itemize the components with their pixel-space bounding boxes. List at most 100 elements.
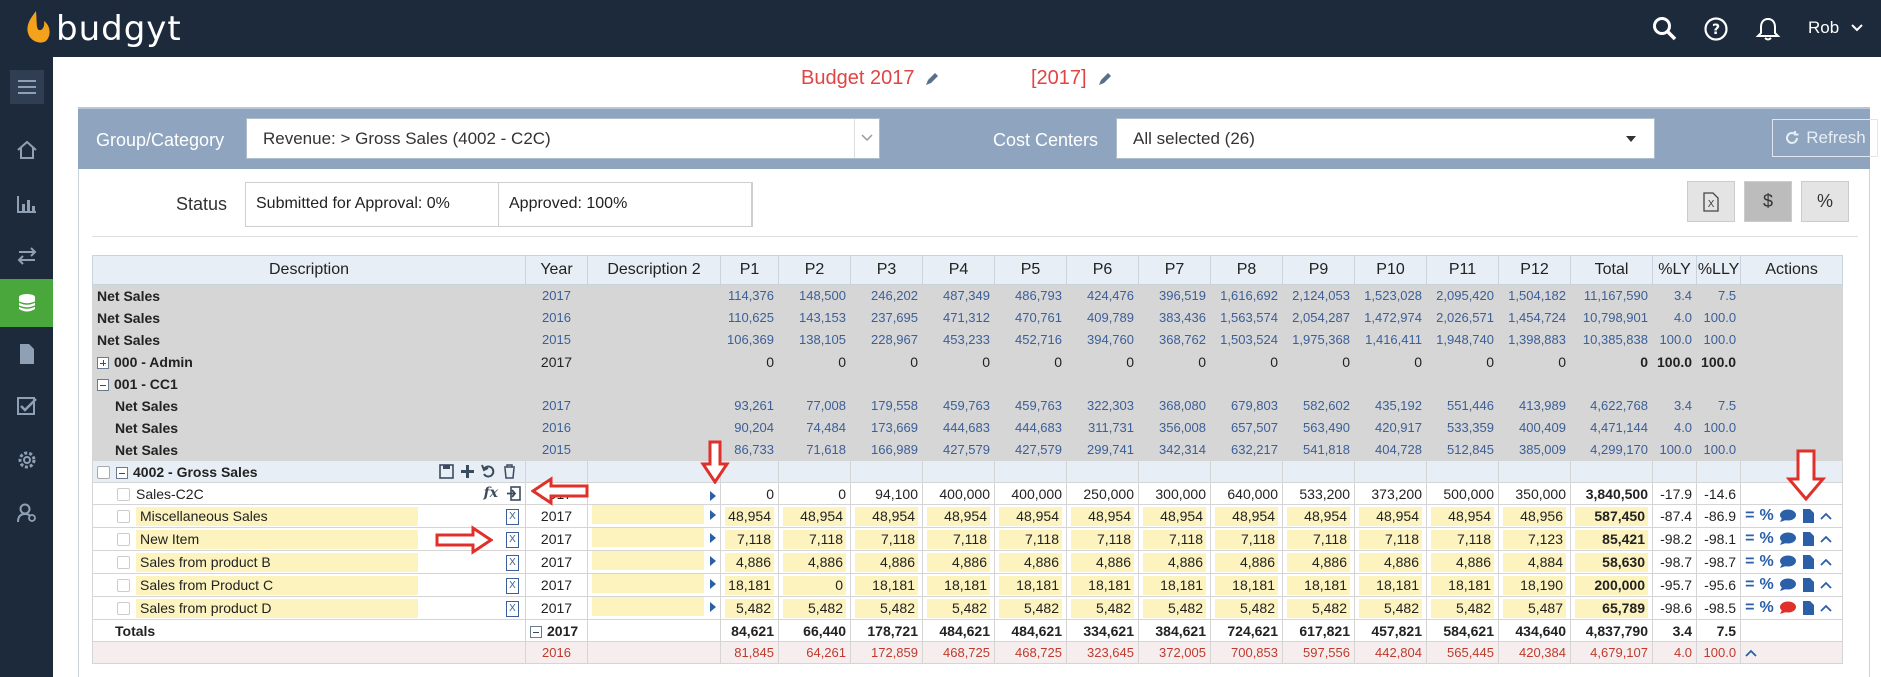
value-cell[interactable]: 5,482 xyxy=(1426,596,1499,620)
value-cell[interactable]: 5,482 xyxy=(922,596,995,620)
expand-arrow-icon[interactable] xyxy=(710,533,716,543)
user-menu[interactable]: Rob xyxy=(1808,18,1863,38)
excel-icon[interactable]: X xyxy=(506,554,519,571)
period-input[interactable]: 18,181 xyxy=(1143,575,1206,595)
period-input[interactable]: 7,118 xyxy=(725,529,774,549)
row-checkbox[interactable] xyxy=(117,510,130,524)
period-input[interactable]: 48,954 xyxy=(1287,506,1350,526)
period-input[interactable]: 18,181 xyxy=(1215,575,1278,595)
value-cell[interactable]: 4,886 xyxy=(1282,550,1355,574)
period-input[interactable]: 5,482 xyxy=(1143,598,1206,618)
value-cell[interactable]: 4,886 xyxy=(1138,550,1211,574)
period-input[interactable]: 48,954 xyxy=(855,506,918,526)
description-input[interactable]: Sales from Product C xyxy=(136,575,418,595)
equals-icon[interactable]: = xyxy=(1745,576,1755,593)
period-input[interactable]: 7,118 xyxy=(1431,529,1494,549)
period-input[interactable]: 48,954 xyxy=(1431,506,1494,526)
period-input[interactable]: 18,190 xyxy=(1503,575,1566,595)
excel-icon[interactable]: X xyxy=(506,508,519,525)
pencil-icon[interactable] xyxy=(1097,71,1113,87)
sidebar-item-approvals[interactable] xyxy=(0,383,53,429)
line-item-description[interactable]: Sales from product D X xyxy=(92,596,526,620)
value-cell[interactable]: 7,118 xyxy=(1066,527,1139,551)
description-2-cell[interactable] xyxy=(587,504,721,528)
collapse-icon[interactable] xyxy=(116,466,128,479)
percent-icon[interactable]: % xyxy=(1759,599,1774,616)
description-input[interactable]: Sales from product B xyxy=(136,552,418,572)
period-input[interactable]: 7,118 xyxy=(1143,529,1206,549)
equals-icon[interactable]: = xyxy=(1745,530,1755,547)
import-icon[interactable] xyxy=(506,485,521,501)
cost-centers-select[interactable]: All selected (26) xyxy=(1116,118,1655,159)
period-input[interactable]: 7,118 xyxy=(1359,529,1422,549)
excel-export-button[interactable]: X xyxy=(1687,181,1735,222)
value-cell[interactable]: 48,954 xyxy=(922,504,995,528)
value-cell[interactable]: 18,181 xyxy=(1210,573,1283,597)
value-cell[interactable]: 18,181 xyxy=(1282,573,1355,597)
row-checkbox[interactable] xyxy=(117,488,130,502)
description-2-input[interactable] xyxy=(592,574,704,593)
value-cell[interactable]: 4,886 xyxy=(994,550,1067,574)
document-icon[interactable] xyxy=(1802,508,1815,524)
equals-icon[interactable]: = xyxy=(1745,507,1755,524)
period-input[interactable]: 5,482 xyxy=(999,598,1062,618)
document-icon[interactable] xyxy=(1802,577,1815,593)
excel-icon[interactable]: X xyxy=(506,531,519,548)
value-cell[interactable]: 4,886 xyxy=(1210,550,1283,574)
line-item-description[interactable]: Sales from product B X xyxy=(92,550,526,574)
period-input[interactable]: 5,487 xyxy=(1503,598,1566,618)
chevron-up-icon[interactable] xyxy=(1820,535,1832,543)
value-cell[interactable]: 7,118 xyxy=(994,527,1067,551)
row-checkbox[interactable] xyxy=(117,556,130,570)
value-cell[interactable]: 7,118 xyxy=(778,527,851,551)
excel-icon[interactable]: X xyxy=(506,600,519,617)
period-input[interactable]: 4,886 xyxy=(1071,552,1134,572)
value-cell[interactable]: 5,482 xyxy=(1138,596,1211,620)
row-checkbox[interactable] xyxy=(117,602,130,616)
chevron-up-icon[interactable] xyxy=(1745,649,1757,657)
value-cell[interactable]: 18,190 xyxy=(1498,573,1571,597)
chevron-up-icon[interactable] xyxy=(1820,604,1832,612)
period-input[interactable]: 48,954 xyxy=(783,506,846,526)
value-cell[interactable]: 48,954 xyxy=(1066,504,1139,528)
description-2-cell[interactable] xyxy=(587,596,721,620)
expand-arrow-icon[interactable] xyxy=(710,579,716,589)
period-input[interactable]: 18,181 xyxy=(927,575,990,595)
comment-icon[interactable] xyxy=(1779,578,1797,592)
group-gross-sales[interactable]: 4002 - Gross Sales xyxy=(92,460,526,483)
sidebar-item-settings[interactable] xyxy=(0,437,53,483)
row-checkbox[interactable] xyxy=(117,533,130,547)
period-input[interactable]: 7,123 xyxy=(1503,529,1566,549)
trash-icon[interactable] xyxy=(502,464,517,479)
comment-icon[interactable] xyxy=(1779,532,1797,546)
period-input[interactable]: 4,884 xyxy=(1503,552,1566,572)
value-cell[interactable]: 7,118 xyxy=(720,527,779,551)
period-input[interactable]: 18,181 xyxy=(1071,575,1134,595)
period-input[interactable]: 7,118 xyxy=(1071,529,1134,549)
period-input[interactable]: 48,954 xyxy=(999,506,1062,526)
percent-icon[interactable]: % xyxy=(1759,530,1774,547)
value-cell[interactable]: 5,482 xyxy=(850,596,923,620)
value-cell[interactable]: 48,954 xyxy=(1426,504,1499,528)
period-input[interactable]: 18,181 xyxy=(999,575,1062,595)
value-cell[interactable]: 5,482 xyxy=(1354,596,1427,620)
value-cell[interactable]: 4,886 xyxy=(850,550,923,574)
group-category-select[interactable]: Revenue: > Gross Sales (4002 - C2C) xyxy=(246,118,880,159)
cost-center-admin[interactable]: 000 - Admin xyxy=(92,350,526,373)
value-cell[interactable]: 18,181 xyxy=(1066,573,1139,597)
value-cell[interactable]: 7,118 xyxy=(922,527,995,551)
document-icon[interactable] xyxy=(1802,554,1815,570)
menu-toggle[interactable] xyxy=(0,64,53,110)
period-input[interactable]: 5,482 xyxy=(1287,598,1350,618)
period-input[interactable]: 4,886 xyxy=(927,552,990,572)
comment-icon[interactable] xyxy=(1779,509,1797,523)
period-input[interactable]: 18,181 xyxy=(1287,575,1350,595)
period-input[interactable]: 18,181 xyxy=(1431,575,1494,595)
value-cell[interactable]: 5,482 xyxy=(1066,596,1139,620)
value-cell[interactable]: 48,954 xyxy=(1210,504,1283,528)
period-input[interactable]: 5,482 xyxy=(783,598,846,618)
value-cell[interactable]: 5,482 xyxy=(1282,596,1355,620)
collapse-icon[interactable] xyxy=(97,378,109,391)
comment-icon[interactable] xyxy=(1779,601,1797,615)
description-2-cell[interactable] xyxy=(587,550,721,574)
